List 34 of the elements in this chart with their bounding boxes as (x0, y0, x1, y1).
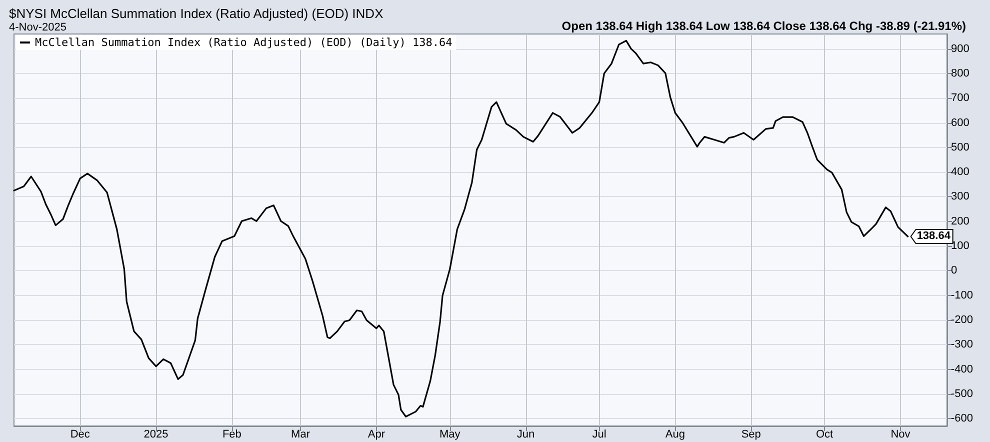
y-tick-label: 600 (951, 116, 970, 129)
y-tick-label: 300 (951, 190, 970, 203)
y-tick-label: -500 (951, 388, 974, 400)
y-tick-label: 200 (951, 215, 970, 228)
y-tick-label: 700 (951, 92, 970, 104)
x-tick-label: Apr (368, 428, 386, 440)
y-tick-label: 900 (951, 42, 970, 55)
x-tick-label: Dec (70, 428, 90, 440)
chart-title: $NYSI McClellan Summation Index (Ratio Adjusted) (EOD) INDX (9, 6, 384, 21)
y-tick-label: -300 (951, 338, 974, 351)
y-tick-label: -200 (951, 314, 974, 326)
legend-label: McClellan Summation Index (Ratio Adjusted) (EOD) (Daily) 138.64 (35, 36, 453, 49)
y-tick-label: -400 (951, 363, 974, 376)
x-tick-label: Sep (741, 428, 761, 440)
y-tick-label: 500 (951, 141, 970, 154)
line-series (13, 40, 909, 418)
x-tick-label: Oct (816, 428, 834, 440)
x-tick-label: 2025 (144, 428, 168, 440)
x-tick-label: Jul (592, 428, 606, 440)
y-tick-label: 800 (951, 67, 970, 80)
y-tick-label: 100 (951, 240, 970, 252)
text: Open 138.64 High 138.64 Low 138.64 Close 138.64 Chg -38.89 (-21.91%) (562, 19, 966, 33)
y-tick-label: 400 (951, 166, 970, 178)
y-tick-label: 0 (951, 264, 958, 277)
y-tick-label: -100 (951, 289, 974, 302)
y-tick-label: -600 (951, 412, 974, 425)
x-tick-label: Nov (890, 428, 911, 440)
x-tick-label: Jun (516, 428, 535, 440)
x-tick-label: Aug (665, 428, 685, 440)
x-tick-label: Mar (291, 428, 310, 440)
chart-subtitle: 4-Nov-2025 (9, 22, 66, 34)
annotation: 138.64 (916, 230, 952, 242)
x-tick-label: May (440, 428, 461, 440)
x-tick-label: Feb (222, 428, 242, 440)
